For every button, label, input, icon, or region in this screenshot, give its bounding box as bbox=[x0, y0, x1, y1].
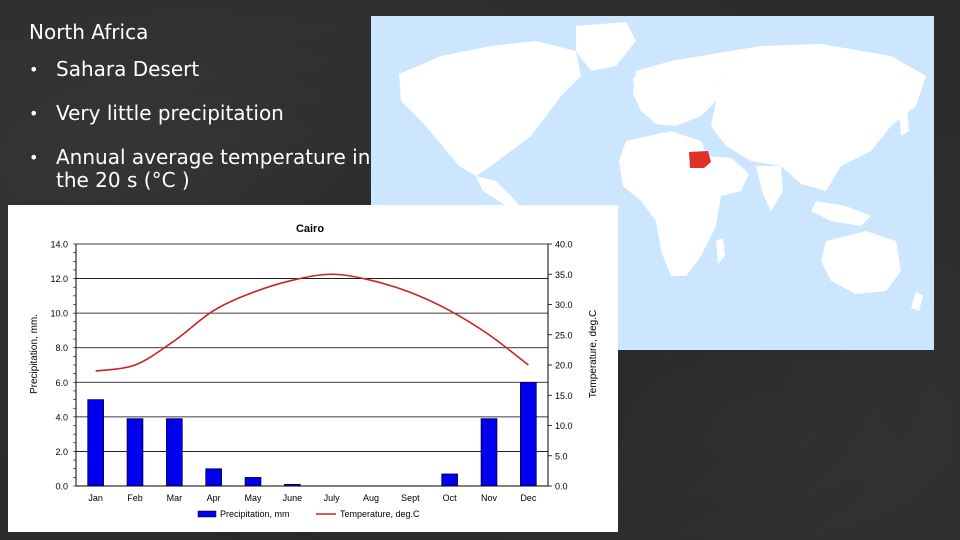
bullet-text: Sahara Desert bbox=[56, 57, 200, 81]
egypt-highlight-shape bbox=[689, 151, 711, 168]
y-tick-label: 0.0 bbox=[55, 482, 68, 492]
x-tick-label: Sept bbox=[401, 493, 420, 503]
precipitation-bar bbox=[441, 473, 458, 487]
precipitation-bar bbox=[480, 418, 498, 487]
india-shape bbox=[756, 166, 783, 211]
x-tick-label: Jan bbox=[88, 493, 103, 503]
x-tick-label: June bbox=[283, 493, 303, 503]
europe-shape bbox=[633, 56, 721, 126]
y2-tick-label: 20.0 bbox=[555, 361, 573, 371]
y-tick-label: 12.0 bbox=[50, 274, 68, 284]
japan-shape bbox=[899, 108, 909, 136]
precipitation-bar bbox=[126, 418, 144, 487]
legend-precipitation-label: Precipitation, mm bbox=[220, 509, 290, 519]
y2-tick-label: 30.0 bbox=[555, 300, 573, 310]
cairo-climate-chart: Cairo 0.0 2.0 4.0 6.0 8.0 10.0 12.0 14.0 0.0 5.0 1… bbox=[8, 205, 618, 532]
asia-shape bbox=[701, 44, 926, 191]
chart-title: Cairo bbox=[296, 223, 324, 235]
y-tick-label: 2.0 bbox=[55, 447, 68, 457]
x-tick-label: Feb bbox=[127, 493, 143, 503]
legend-temperature-label: Temperature, deg.C bbox=[340, 509, 420, 519]
uk-shape bbox=[633, 74, 643, 96]
se-asia-shape bbox=[811, 201, 871, 226]
y-tick-label: 14.0 bbox=[50, 240, 68, 250]
precipitation-bar bbox=[87, 399, 104, 487]
y2-tick-label: 5.0 bbox=[555, 451, 568, 461]
central-america-shape bbox=[476, 176, 521, 212]
y-tick-label: 10.0 bbox=[50, 309, 68, 319]
bullet-dot-icon: • bbox=[29, 104, 39, 123]
x-tick-label: May bbox=[244, 493, 262, 503]
greenland-shape bbox=[576, 22, 636, 71]
bullet-item: • Annual average temperature in the 20 s … bbox=[29, 146, 376, 192]
y2-tick-label: 0.0 bbox=[555, 482, 568, 492]
y-axis-label: Precipitation, mm. bbox=[29, 314, 40, 394]
y2-axis-label: Temperature, deg.C bbox=[588, 310, 599, 398]
bullet-dot-icon: • bbox=[29, 60, 39, 79]
bullet-list: • Sahara Desert • Very little precipitatio… bbox=[29, 58, 376, 213]
precipitation-bar bbox=[244, 477, 262, 487]
bullet-item: • Very little precipitation bbox=[29, 102, 376, 125]
temperature-line bbox=[95, 273, 529, 372]
bullet-item: • Sahara Desert bbox=[29, 58, 376, 81]
precipitation-bar bbox=[205, 468, 222, 487]
y2-tick-label: 25.0 bbox=[555, 330, 573, 340]
x-tick-label: Dec bbox=[520, 493, 537, 503]
north-america-shape bbox=[399, 41, 581, 176]
madagascar-shape bbox=[716, 238, 725, 264]
precipitation-bar bbox=[166, 418, 183, 487]
precipitation-bar bbox=[520, 381, 537, 487]
chart-svg: Cairo 0.0 2.0 4.0 6.0 8.0 10.0 12.0 14.0 0.0 5.0 1… bbox=[29, 223, 599, 519]
y2-tick-label: 40.0 bbox=[555, 240, 573, 250]
y2-tick-label: 35.0 bbox=[555, 270, 573, 280]
x-tick-label: Apr bbox=[207, 493, 221, 503]
bullet-dot-icon: • bbox=[29, 148, 39, 167]
x-tick-label: Oct bbox=[443, 493, 458, 503]
world-map-icon bbox=[399, 22, 926, 341]
australia-shape bbox=[821, 231, 901, 294]
bullet-text: Annual average temperature in the 20 s (… bbox=[56, 145, 371, 192]
bullet-text: Very little precipitation bbox=[56, 101, 284, 125]
y-tick-label: 4.0 bbox=[55, 412, 68, 422]
y-tick-label: 6.0 bbox=[55, 378, 68, 388]
x-tick-label: Aug bbox=[363, 493, 379, 503]
y-tick-label: 8.0 bbox=[55, 343, 68, 353]
y2-tick-label: 10.0 bbox=[555, 421, 573, 431]
new-zealand-shape bbox=[911, 291, 923, 311]
y2-tick-label: 15.0 bbox=[555, 391, 573, 401]
x-tick-label: Mar bbox=[167, 493, 183, 503]
x-tick-label: Nov bbox=[481, 493, 498, 503]
x-tick-label: July bbox=[324, 493, 341, 503]
slide-title: North Africa bbox=[29, 20, 149, 44]
legend-precipitation-swatch bbox=[197, 510, 217, 518]
